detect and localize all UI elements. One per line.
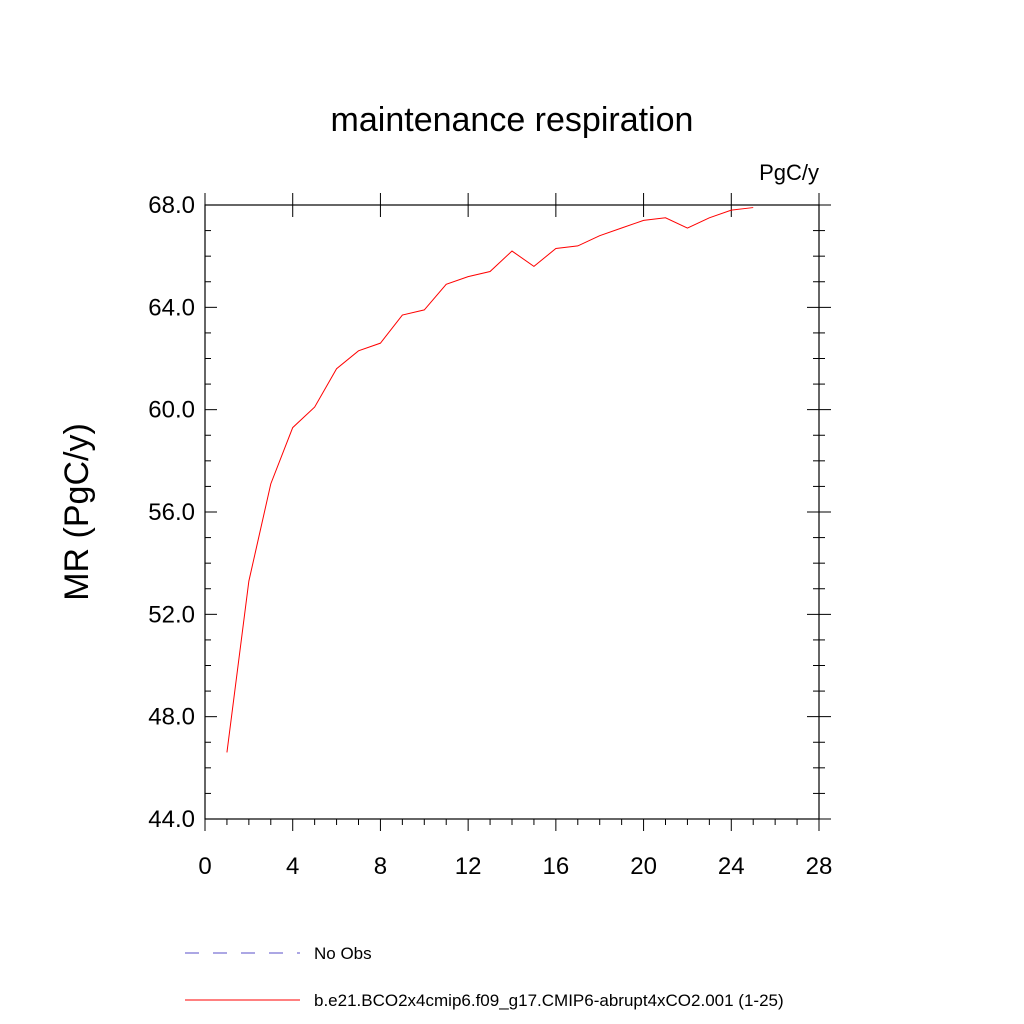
x-tick-label: 28	[806, 853, 833, 880]
x-tick-label: 20	[630, 853, 657, 880]
y-tick-label: 44.0	[148, 806, 195, 833]
chart-title: maintenance respiration	[331, 101, 694, 139]
x-tick-label: 8	[374, 853, 387, 880]
y-tick-label: 56.0	[148, 499, 195, 526]
y-axis-label: MR (PgC/y)	[58, 423, 96, 601]
y-axis-ticks: 44.0 48.0 52.0 56.0 60.0 64.0 68.0	[148, 192, 831, 833]
x-tick-label: 4	[286, 853, 299, 880]
x-tick-label: 24	[718, 853, 745, 880]
series-line-1	[226, 207, 754, 753]
x-tick-label: 12	[455, 853, 482, 880]
y-tick-label: 52.0	[148, 601, 195, 628]
series-layer	[226, 207, 754, 753]
y-tick-label: 68.0	[148, 192, 195, 219]
x-axis-ticks: 0 4 8 12 16 20 24 28	[198, 193, 832, 880]
plot-frame	[204, 204, 820, 820]
x-tick-label: 16	[543, 853, 570, 880]
x-tick-label: 0	[198, 853, 211, 880]
y-tick-label: 60.0	[148, 397, 195, 424]
units-label: PgC/y	[759, 160, 819, 185]
legend-label-model-run: b.e21.BCO2x4cmip6.f09_g17.CMIP6-abrupt4x…	[314, 991, 784, 1010]
y-tick-label: 64.0	[148, 294, 195, 321]
legend: No Obs b.e21.BCO2x4cmip6.f09_g17.CMIP6-a…	[185, 944, 784, 1010]
y-tick-label: 48.0	[148, 704, 195, 731]
legend-label-no-obs: No Obs	[314, 944, 372, 963]
